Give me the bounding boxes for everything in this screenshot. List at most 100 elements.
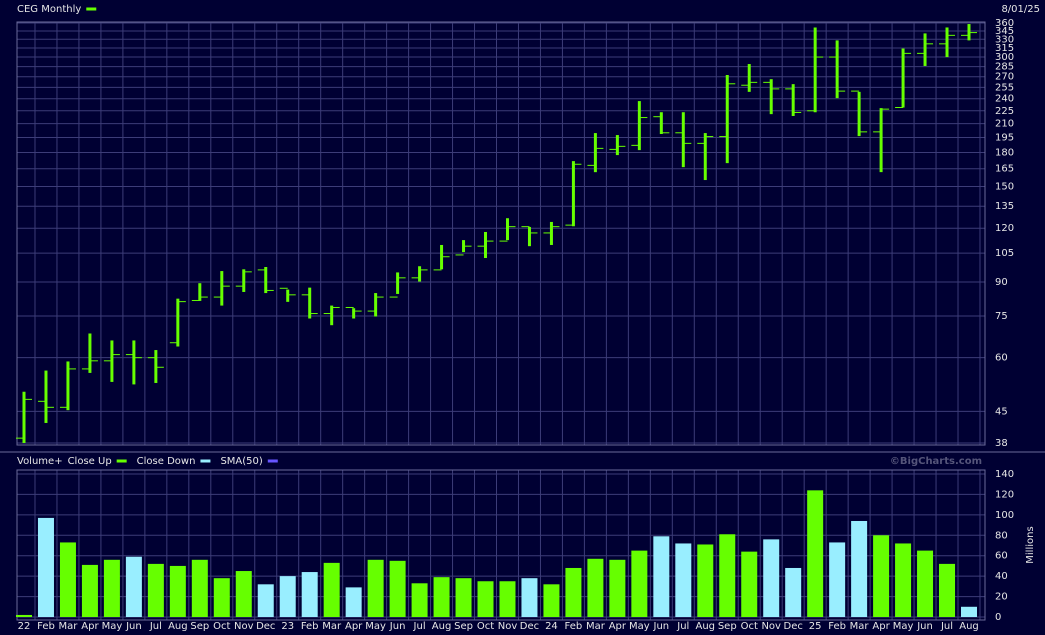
grid xyxy=(17,22,985,620)
x-tick-label: Mar xyxy=(850,621,870,632)
volume-bar xyxy=(455,578,472,617)
volume-bar xyxy=(807,490,824,617)
y-tick-label: 180 xyxy=(995,147,1014,158)
x-tick-label: Dec xyxy=(520,621,539,632)
volume-bar xyxy=(895,543,912,617)
y-tick-label: 315 xyxy=(995,43,1014,54)
volume-bar xyxy=(147,563,164,617)
volume-bar xyxy=(939,563,956,617)
volume-bar xyxy=(81,564,98,617)
x-tick-label: May xyxy=(629,621,650,632)
x-tick-label: Oct xyxy=(213,621,230,632)
x-tick-label: Aug xyxy=(432,621,452,632)
x-tick-label: Aug xyxy=(168,621,188,632)
y-tick-label: 135 xyxy=(995,201,1014,212)
volume-bar xyxy=(741,551,758,617)
volume-bar xyxy=(257,584,274,617)
x-tick-label: Nov xyxy=(498,621,518,632)
x-tick-label: Oct xyxy=(741,621,758,632)
volume-bar xyxy=(477,581,494,617)
y-tick-label: 150 xyxy=(995,182,1014,193)
volume-bar xyxy=(653,536,670,617)
y-tick-label: 165 xyxy=(995,164,1014,175)
volume-bar xyxy=(543,584,560,617)
x-tick-label: Feb xyxy=(301,621,319,632)
y-tick-label: 330 xyxy=(995,34,1014,45)
x-tick-label: Jul xyxy=(940,621,953,632)
x-tick-label: May xyxy=(893,621,914,632)
y-tick-label: 90 xyxy=(995,277,1008,288)
volume-bar xyxy=(125,556,142,617)
volume-bar xyxy=(367,559,384,617)
x-tick-label: Aug xyxy=(696,621,716,632)
legend-label: Close Up xyxy=(68,456,112,467)
y-tick-label: 0 xyxy=(995,612,1001,623)
y-tick-label: 285 xyxy=(995,62,1014,73)
x-tick-label: Dec xyxy=(256,621,275,632)
x-tick-label: 22 xyxy=(18,621,31,632)
x-tick-label: Dec xyxy=(784,621,803,632)
y-tick-label: 20 xyxy=(995,592,1008,603)
y-tick-label: 80 xyxy=(995,530,1008,541)
volume-bar xyxy=(301,572,318,617)
y-tick-label: 75 xyxy=(995,311,1008,322)
volume-bar xyxy=(389,560,406,617)
y-tick-label: 140 xyxy=(995,469,1014,480)
volume-bar xyxy=(521,578,538,617)
x-tick-label: 24 xyxy=(545,621,558,632)
y-tick-label: 40 xyxy=(995,571,1008,582)
y-tick-label: 195 xyxy=(995,133,1014,144)
volume-bar xyxy=(697,544,714,617)
price-panel xyxy=(16,21,986,446)
y-tick-label: 345 xyxy=(995,26,1014,37)
y-tick-label: 300 xyxy=(995,52,1014,63)
volume-bar xyxy=(213,578,230,617)
volume-bar xyxy=(631,550,648,617)
volume-bar xyxy=(191,559,208,617)
volume-bar xyxy=(829,542,846,617)
x-tick-label: Jul xyxy=(676,621,689,632)
volume-bar xyxy=(169,565,186,617)
x-tick-label: Mar xyxy=(59,621,79,632)
y-tick-label: 210 xyxy=(995,119,1014,130)
y-tick-label: 38 xyxy=(995,438,1008,449)
x-tick-label: Apr xyxy=(609,621,627,632)
volume-title: Volume+ xyxy=(17,456,63,467)
x-tick-label: Jul xyxy=(413,621,426,632)
volume-bar xyxy=(235,571,252,617)
legend-label: Close Down xyxy=(137,456,196,467)
volume-bar xyxy=(59,542,76,617)
chart-title: CEG Monthly xyxy=(17,4,81,15)
x-tick-label: 23 xyxy=(281,621,294,632)
x-tick-label: Sep xyxy=(454,621,473,632)
y-tick-label: 45 xyxy=(995,406,1008,417)
volume-bar xyxy=(279,576,296,617)
watermark: ©BigCharts.com xyxy=(890,456,982,467)
volume-bar xyxy=(37,517,54,617)
x-tick-label: Nov xyxy=(761,621,781,632)
x-tick-label: Oct xyxy=(477,621,494,632)
x-tick-label: Jun xyxy=(125,621,142,632)
x-tick-label: Mar xyxy=(322,621,342,632)
y-axis-label: Millions xyxy=(1025,526,1036,563)
x-tick-label: Aug xyxy=(959,621,979,632)
y-tick-label: 255 xyxy=(995,82,1014,93)
y-tick-label: 105 xyxy=(995,248,1014,259)
volume-bar xyxy=(851,520,868,617)
volume-bar xyxy=(411,583,428,617)
volume-bar xyxy=(16,614,32,617)
volume-bar xyxy=(719,534,736,617)
x-tick-label: Feb xyxy=(565,621,583,632)
volume-bar xyxy=(103,559,120,617)
y-tick-label: 100 xyxy=(995,510,1014,521)
y-tick-label: 60 xyxy=(995,353,1008,364)
volume-bar xyxy=(785,567,802,617)
y-tick-label: 240 xyxy=(995,94,1014,105)
volume-bar xyxy=(675,543,692,617)
volume-panel xyxy=(16,469,986,621)
x-tick-label: May xyxy=(102,621,123,632)
volume-bar xyxy=(323,562,340,617)
volume-bar xyxy=(917,550,934,617)
volume-bar xyxy=(873,535,890,617)
